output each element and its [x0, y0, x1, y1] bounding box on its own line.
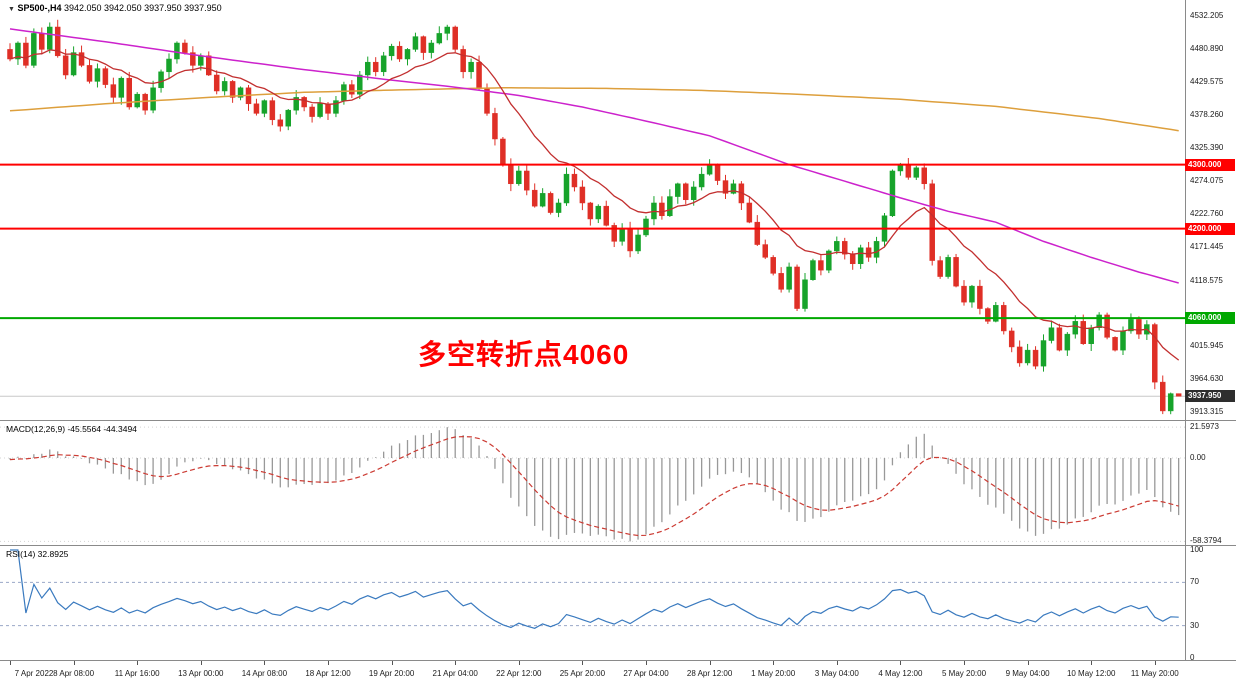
time-axis-label: 21 Apr 04:00 — [432, 669, 478, 678]
price-axis-label: 4378.260 — [1190, 109, 1224, 119]
price-axis-label: 3913.315 — [1190, 407, 1224, 416]
rsi-axis-label: 0 — [1190, 653, 1195, 662]
rsi-panel[interactable]: RSI(14) 32.8925 — [0, 545, 1185, 660]
macd-indicator-label: MACD(12,26,9) -45.5564 -44.3494 — [6, 424, 137, 434]
time-axis-tick — [964, 661, 965, 665]
time-axis-label: 8 Apr 08:00 — [53, 669, 95, 678]
panel-separator-macd[interactable] — [0, 420, 1236, 421]
time-axis-label: 7 Apr 2022 — [14, 669, 54, 678]
time-axis-tick — [455, 661, 457, 665]
price-axis-label: 4222.760 — [1190, 209, 1224, 218]
macd-plot[interactable] — [0, 420, 1185, 545]
price-axis-label: 4480.890 — [1190, 43, 1224, 53]
macd-axis-label: -58.3794 — [1190, 536, 1222, 546]
symbol-period-label: SP500-,H4 — [17, 3, 62, 13]
time-axis-label: 11 May 20:00 — [1130, 669, 1179, 678]
price-axis-label: 4532.205 — [1190, 11, 1224, 20]
time-axis-tick — [137, 661, 139, 665]
time-axis-tick — [518, 661, 520, 665]
time-axis-tick — [1154, 661, 1156, 665]
time-axis-tick — [10, 661, 11, 665]
macd-axis-label: 0.00 — [1190, 453, 1206, 462]
time-axis-tick — [773, 661, 775, 665]
price-axis-label: 4171.445 — [1190, 241, 1224, 251]
price-level-badge[interactable]: 4060.000 — [1185, 312, 1235, 325]
time-axis-label: 1 May 20:00 — [751, 669, 796, 678]
rsi-axis-label: 30 — [1190, 620, 1199, 630]
rsi-name: RSI(14) — [6, 549, 36, 559]
time-axis-label: 4 May 12:00 — [878, 669, 923, 678]
main-chart-panel[interactable]: ▼ SP500-,H4 3942.050 3942.050 3937.950 3… — [0, 0, 1185, 420]
panel-separator-rsi[interactable] — [0, 545, 1236, 546]
time-axis-tick — [264, 661, 266, 665]
price-plot[interactable] — [0, 0, 1185, 420]
time-axis-tick — [709, 661, 711, 665]
time-axis-label: 28 Apr 12:00 — [686, 669, 733, 678]
price-level-badge[interactable]: 4300.000 — [1185, 158, 1235, 171]
price-axis-label: 4118.575 — [1190, 275, 1223, 285]
macd-panel[interactable]: MACD(12,26,9) -45.5564 -44.3494 — [0, 420, 1185, 545]
chart-header: ▼ SP500-,H4 3942.050 3942.050 3937.950 3… — [8, 3, 222, 13]
time-axis-label: 19 Apr 20:00 — [368, 669, 415, 678]
time-axis-label: 27 Apr 04:00 — [623, 669, 669, 678]
annotation-text[interactable]: 多空转折点4060 — [418, 339, 630, 370]
time-axis-label: 3 May 04:00 — [814, 669, 859, 678]
macd-name: MACD(12,26,9) — [6, 424, 66, 434]
price-level-badge[interactable]: 4200.000 — [1185, 222, 1235, 235]
time-axis-tick — [900, 661, 902, 665]
time-axis-label: 18 Apr 12:00 — [305, 669, 351, 678]
time-axis-tick — [1091, 661, 1093, 665]
rsi-plot[interactable] — [0, 545, 1185, 660]
rsi-indicator-label: RSI(14) 32.8925 — [6, 549, 68, 559]
time-axis-tick — [582, 661, 584, 665]
time-axis-label: 11 Apr 16:00 — [114, 669, 160, 678]
time-axis-tick — [73, 661, 75, 665]
rsi-value: 32.8925 — [37, 549, 69, 559]
time-axis-tick — [836, 661, 838, 665]
time-axis-tick — [646, 661, 647, 665]
price-axis-label: 4325.390 — [1190, 143, 1224, 153]
panel-separator-timeaxis — [0, 660, 1236, 661]
rsi-axis-label: 100 — [1190, 545, 1204, 554]
time-axis-tick — [1027, 661, 1029, 665]
time-axis-tick — [328, 661, 329, 665]
price-axis-label: 4274.075 — [1190, 176, 1224, 186]
time-axis-label: 25 Apr 20:00 — [559, 669, 606, 678]
time-axis-label: 10 May 12:00 — [1066, 669, 1116, 678]
current-price-badge: 3937.950 — [1185, 390, 1235, 403]
time-axis-label: 5 May 20:00 — [941, 669, 987, 678]
price-axis-label: 3964.630 — [1190, 374, 1224, 384]
macd-axis-label: 21.5973 — [1190, 422, 1219, 432]
price-axis-label: 4015.945 — [1190, 341, 1224, 351]
time-axis[interactable]: 7 Apr 2022 8 Apr 08:00 11 Apr 16:00 13 Apr … — [0, 661, 1236, 694]
time-axis-label: 14 Apr 08:00 — [241, 669, 288, 678]
time-axis-tick — [391, 661, 393, 665]
time-axis-label: 22 Apr 12:00 — [496, 669, 542, 678]
rsi-axis-label: 70 — [1190, 577, 1199, 587]
price-axis[interactable]: 4532.205 4480.890 4429.575 4378.260 4325.390… — [1185, 0, 1236, 662]
time-axis-label: 9 May 04:00 — [1005, 669, 1050, 678]
macd-values: -45.5564 -44.3494 — [67, 424, 137, 434]
price-axis-label: 4429.575 — [1190, 76, 1224, 86]
chart-symbol-icon: ▼ — [8, 6, 15, 13]
time-axis-tick — [200, 661, 202, 665]
ohlc-values: 3942.050 3942.050 3937.950 3937.950 — [64, 3, 222, 13]
time-axis-label: 13 Apr 00:00 — [178, 669, 224, 678]
